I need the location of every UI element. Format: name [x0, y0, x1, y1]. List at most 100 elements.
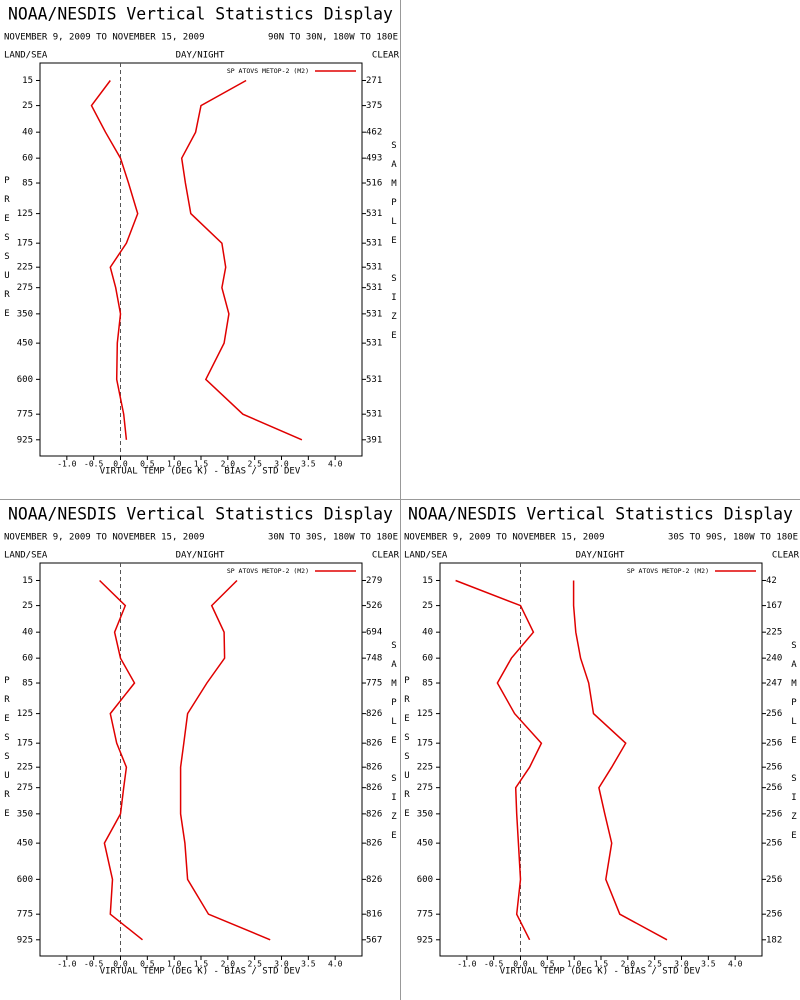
- sample-size-label: 826: [366, 875, 382, 885]
- y-tick-label: 350: [17, 809, 33, 819]
- x-tick-label: 3.5: [301, 460, 316, 469]
- x-axis-label: VIRTUAL TEMP (DEG K) - BIAS / STD DEV: [100, 967, 301, 977]
- sample-size-label: 531: [366, 263, 382, 273]
- data-line: [99, 579, 143, 941]
- sample-size-label: 256: [766, 809, 782, 819]
- x-tick-label: 1.0: [167, 460, 182, 469]
- x-tick-label: 1.5: [594, 960, 609, 969]
- y-tick-label: 125: [17, 209, 33, 219]
- x-tick-label: 0.0: [113, 460, 128, 469]
- chart: NOAA/NESDIS Vertical Statistics Display N…: [404, 505, 800, 977]
- y-tick-label: 25: [22, 601, 33, 611]
- axis-label: SAMPLE SIZE: [789, 641, 799, 850]
- separator: [0, 499, 800, 500]
- header-label: LAND/SEA: [4, 551, 48, 561]
- sample-size-label: 516: [366, 179, 382, 189]
- x-tick-label: 3.5: [701, 960, 716, 969]
- sample-size-label: 526: [366, 601, 382, 611]
- x-tick-label: 4.0: [328, 460, 343, 469]
- x-tick-label: 0.5: [140, 960, 155, 969]
- x-tick-label: 1.0: [567, 960, 582, 969]
- sample-size-label: 826: [366, 783, 382, 793]
- plot-frame: [39, 562, 363, 957]
- y-tick-label: 85: [22, 679, 33, 689]
- sample-size-label: 531: [366, 283, 382, 293]
- x-tick-label: 3.0: [274, 960, 289, 969]
- plot-frame: [39, 62, 363, 457]
- y-tick-label: 85: [422, 679, 433, 689]
- y-tick-label: 275: [17, 283, 33, 293]
- y-tick-label: 40: [22, 128, 33, 138]
- header-label: CLEAR: [372, 51, 400, 61]
- y-tick-label: 175: [17, 739, 33, 749]
- x-tick-label: -0.5: [484, 960, 503, 969]
- sample-size-label: 531: [366, 339, 382, 349]
- sample-size-label: 826: [366, 763, 382, 773]
- sample-size-label: 240: [766, 654, 782, 664]
- sample-size-label: 42: [766, 576, 777, 586]
- data-line: [179, 579, 271, 941]
- y-tick-label: 60: [422, 654, 433, 664]
- axis-label: SAMPLE SIZE: [389, 641, 399, 850]
- y-tick-label: 25: [22, 101, 33, 111]
- sample-size-label: 182: [766, 935, 782, 945]
- x-tick-label: -1.0: [457, 960, 476, 969]
- header-label: DAY/NIGHT: [176, 51, 225, 61]
- y-tick-label: 775: [417, 910, 433, 920]
- data-line: [455, 579, 543, 941]
- x-tick-label: 1.5: [194, 460, 209, 469]
- y-tick-label: 85: [22, 179, 33, 189]
- y-tick-label: 40: [22, 628, 33, 638]
- sample-size-label: 826: [366, 739, 382, 749]
- chart-title: NOAA/NESDIS Vertical Statistics Display: [8, 5, 393, 24]
- x-tick-label: 3.5: [301, 960, 316, 969]
- header-label: CLEAR: [772, 551, 800, 561]
- y-tick-label: 350: [417, 809, 433, 819]
- chart: NOAA/NESDIS Vertical Statistics Display N…: [4, 5, 400, 477]
- sample-size-label: 826: [366, 709, 382, 719]
- data-line: [180, 79, 303, 441]
- header-label: LAND/SEA: [404, 551, 448, 561]
- x-tick-label: 0.0: [113, 960, 128, 969]
- sample-size-label: 531: [366, 209, 382, 219]
- x-tick-label: 2.5: [247, 960, 262, 969]
- sample-size-label: 256: [766, 709, 782, 719]
- x-tick-label: 1.5: [194, 960, 209, 969]
- y-tick-label: 175: [17, 239, 33, 249]
- chart-panel: NOAA/NESDIS Vertical Statistics Display N…: [400, 500, 800, 1000]
- x-tick-label: 2.0: [221, 460, 236, 469]
- x-tick-label: 1.0: [167, 960, 182, 969]
- sample-size-label: 816: [366, 910, 382, 920]
- x-tick-label: -1.0: [57, 460, 76, 469]
- sample-size-label: 225: [766, 628, 782, 638]
- x-tick-label: 2.5: [247, 460, 262, 469]
- x-tick-label: 2.5: [647, 960, 662, 969]
- sample-size-label: 256: [766, 910, 782, 920]
- y-tick-label: 275: [17, 783, 33, 793]
- y-tick-label: 450: [417, 839, 433, 849]
- y-tick-label: 925: [17, 435, 33, 445]
- sample-size-label: 748: [366, 654, 382, 664]
- chart-panel: NOAA/NESDIS Vertical Statistics Display N…: [0, 0, 400, 500]
- y-tick-label: 925: [417, 935, 433, 945]
- sample-size-label: 391: [366, 435, 382, 445]
- header-label: CLEAR: [372, 551, 400, 561]
- y-tick-label: 600: [417, 875, 433, 885]
- chart: NOAA/NESDIS Vertical Statistics Display N…: [4, 505, 400, 977]
- y-tick-label: 450: [17, 839, 33, 849]
- data-line: [572, 580, 668, 941]
- axis-label: PRESSURE: [402, 676, 412, 828]
- x-tick-label: 3.0: [274, 460, 289, 469]
- sample-size-label: 256: [766, 839, 782, 849]
- header-label: DAY/NIGHT: [576, 551, 625, 561]
- x-tick-label: 2.0: [221, 960, 236, 969]
- sample-size-label: 694: [366, 628, 382, 638]
- x-tick-label: 2.0: [621, 960, 636, 969]
- sample-size-label: 493: [366, 154, 382, 164]
- sample-size-label: 279: [366, 576, 382, 586]
- y-tick-label: 450: [17, 339, 33, 349]
- axis-label: SAMPLE SIZE: [389, 141, 399, 350]
- sample-size-label: 256: [766, 739, 782, 749]
- y-tick-label: 225: [417, 763, 433, 773]
